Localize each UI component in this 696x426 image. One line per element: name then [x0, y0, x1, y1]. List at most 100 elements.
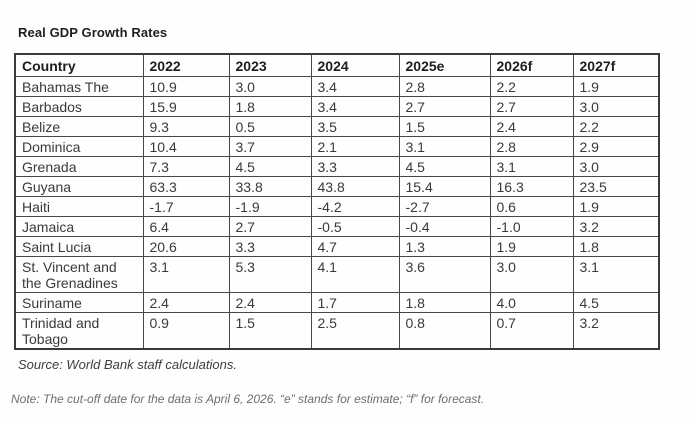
- value-cell: -0.4: [398, 216, 491, 237]
- value-cell: 1.5: [398, 116, 491, 137]
- value-cell: 3.7: [228, 136, 312, 157]
- value-cell: 3.1: [489, 156, 574, 177]
- value-cell: 1.5: [228, 312, 312, 350]
- value-cell: 2.7: [489, 96, 574, 117]
- value-cell: 2.1: [310, 136, 400, 157]
- value-cell: 0.6: [489, 196, 574, 217]
- country-cell: Trinidad and Tobago: [14, 312, 144, 350]
- value-cell: 3.3: [228, 236, 312, 257]
- value-cell: -1.0: [489, 216, 574, 237]
- column-header: 2023: [228, 53, 312, 77]
- value-cell: 3.0: [228, 76, 312, 97]
- country-cell: Belize: [14, 116, 144, 137]
- value-cell: 3.1: [398, 136, 491, 157]
- value-cell: -2.7: [398, 196, 491, 217]
- value-cell: 0.8: [398, 312, 491, 350]
- table-row: Trinidad and Tobago 0.9 1.5 2.5 0.8 0.7 3.2: [14, 312, 660, 350]
- column-header: 2027f: [572, 53, 660, 77]
- column-header: 2024: [310, 53, 400, 77]
- value-cell: -1.7: [142, 196, 230, 217]
- table-row: Dominica 10.4 3.7 2.1 3.1 2.8 2.9: [14, 136, 660, 157]
- value-cell: 3.6: [398, 256, 491, 293]
- value-cell: 1.8: [228, 96, 312, 117]
- table-row: Saint Lucia 20.6 3.3 4.7 1.3 1.9 1.8: [14, 236, 660, 257]
- value-cell: 15.9: [142, 96, 230, 117]
- value-cell: 3.4: [310, 76, 400, 97]
- table-row: Belize 9.3 0.5 3.5 1.5 2.4 2.2: [14, 116, 660, 137]
- value-cell: 2.4: [489, 116, 574, 137]
- column-header: 2022: [142, 53, 230, 77]
- value-cell: 23.5: [572, 176, 660, 197]
- value-cell: 16.3: [489, 176, 574, 197]
- value-cell: 0.9: [142, 312, 230, 350]
- value-cell: 1.7: [310, 292, 400, 313]
- value-cell: 3.4: [310, 96, 400, 117]
- value-cell: 2.7: [398, 96, 491, 117]
- value-cell: 3.1: [572, 256, 660, 293]
- value-cell: 2.7: [228, 216, 312, 237]
- value-cell: 3.2: [572, 312, 660, 350]
- table-row: St. Vincent and the Grenadines 3.1 5.3 4.1 3…: [14, 256, 660, 293]
- value-cell: 0.5: [228, 116, 312, 137]
- table-row: Grenada 7.3 4.5 3.3 4.5 3.1 3.0: [14, 156, 660, 177]
- table-row: Bahamas The 10.9 3.0 3.4 2.8 2.2 1.9: [14, 76, 660, 97]
- value-cell: 15.4: [398, 176, 491, 197]
- value-cell: 1.9: [572, 76, 660, 97]
- country-cell: Haiti: [14, 196, 144, 217]
- value-cell: -4.2: [310, 196, 400, 217]
- value-cell: 3.0: [572, 156, 660, 177]
- value-cell: 1.9: [572, 196, 660, 217]
- value-cell: 9.3: [142, 116, 230, 137]
- table-header-row: Country 2022 2023 2024 2025e 2026f 2027f: [14, 53, 660, 77]
- table-row: Haiti -1.7 -1.9 -4.2 -2.7 0.6 1.9: [14, 196, 660, 217]
- value-cell: 3.3: [310, 156, 400, 177]
- value-cell: 4.7: [310, 236, 400, 257]
- gdp-growth-table: Country 2022 2023 2024 2025e 2026f 2027f Baham…: [14, 53, 660, 350]
- page-title: Real GDP Growth Rates: [18, 25, 168, 40]
- value-cell: 10.4: [142, 136, 230, 157]
- value-cell: 33.8: [228, 176, 312, 197]
- country-cell: Grenada: [14, 156, 144, 177]
- value-cell: -0.5: [310, 216, 400, 237]
- country-cell: St. Vincent and the Grenadines: [14, 256, 144, 293]
- value-cell: 3.5: [310, 116, 400, 137]
- country-cell: Suriname: [14, 292, 144, 313]
- value-cell: 1.8: [398, 292, 491, 313]
- value-cell: 4.5: [572, 292, 660, 313]
- column-header: 2026f: [489, 53, 574, 77]
- value-cell: 3.0: [489, 256, 574, 293]
- value-cell: 5.3: [228, 256, 312, 293]
- value-cell: 3.2: [572, 216, 660, 237]
- value-cell: 3.1: [142, 256, 230, 293]
- table-row: Suriname 2.4 2.4 1.7 1.8 4.0 4.5: [14, 292, 660, 313]
- value-cell: 2.8: [489, 136, 574, 157]
- value-cell: 1.9: [489, 236, 574, 257]
- table-row: Guyana 63.3 33.8 43.8 15.4 16.3 23.5: [14, 176, 660, 197]
- value-cell: 2.2: [489, 76, 574, 97]
- table-row: Jamaica 6.4 2.7 -0.5 -0.4 -1.0 3.2: [14, 216, 660, 237]
- note-line: Note: The cut-off date for the data is A…: [11, 392, 485, 406]
- value-cell: 2.2: [572, 116, 660, 137]
- value-cell: 3.0: [572, 96, 660, 117]
- value-cell: 2.8: [398, 76, 491, 97]
- country-cell: Bahamas The: [14, 76, 144, 97]
- value-cell: 6.4: [142, 216, 230, 237]
- country-cell: Saint Lucia: [14, 236, 144, 257]
- value-cell: 4.5: [398, 156, 491, 177]
- value-cell: -1.9: [228, 196, 312, 217]
- value-cell: 4.0: [489, 292, 574, 313]
- value-cell: 2.9: [572, 136, 660, 157]
- value-cell: 2.4: [142, 292, 230, 313]
- column-header: Country: [14, 53, 144, 77]
- table-body: Bahamas The 10.9 3.0 3.4 2.8 2.2 1.9 Barbados 15…: [14, 76, 660, 350]
- value-cell: 1.8: [572, 236, 660, 257]
- value-cell: 63.3: [142, 176, 230, 197]
- value-cell: 4.1: [310, 256, 400, 293]
- value-cell: 20.6: [142, 236, 230, 257]
- value-cell: 0.7: [489, 312, 574, 350]
- country-cell: Dominica: [14, 136, 144, 157]
- country-cell: Jamaica: [14, 216, 144, 237]
- value-cell: 43.8: [310, 176, 400, 197]
- value-cell: 2.5: [310, 312, 400, 350]
- value-cell: 1.3: [398, 236, 491, 257]
